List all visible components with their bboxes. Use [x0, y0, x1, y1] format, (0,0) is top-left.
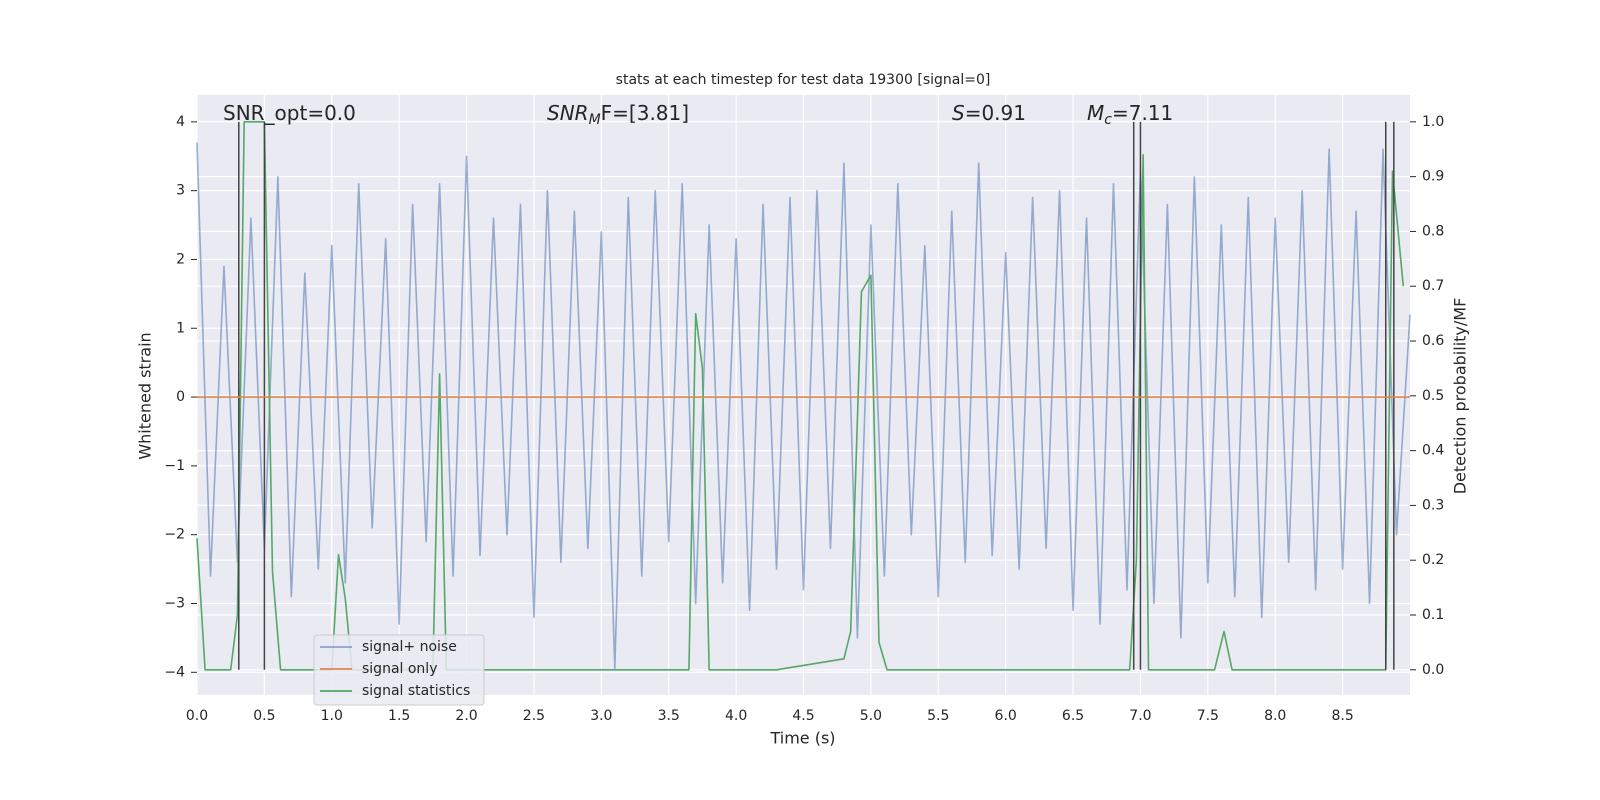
annotation-part: =7.11 [1112, 101, 1173, 125]
annotation-part: F=[3.81] [601, 101, 689, 125]
y-tick-label: −4 [164, 664, 185, 680]
annotation-part: =0.91 [965, 101, 1026, 125]
annotation: SNR_opt=0.0 [223, 101, 356, 125]
x-tick-label: 3.0 [590, 708, 612, 724]
y2-tick-label: 0.5 [1422, 388, 1444, 404]
x-axis-label: Time (s) [769, 729, 835, 748]
y2-tick-label: 0.8 [1422, 223, 1444, 239]
x-tick-label: 7.0 [1129, 708, 1151, 724]
x-tick-label: 1.5 [388, 708, 410, 724]
x-tick-label: 2.5 [523, 708, 545, 724]
y-tick-label: 2 [176, 251, 185, 267]
y2-tick-label: 0.2 [1422, 552, 1444, 568]
y2-tick-label: 0.1 [1422, 607, 1444, 623]
legend-label: signal+ noise [362, 639, 457, 655]
y2-tick-label: 0.0 [1422, 662, 1444, 678]
y-tick-label: 1 [176, 320, 185, 336]
data [196, 121, 1411, 671]
annotation-part: SNR [547, 101, 589, 125]
annotation: SNRMF=[3.81] [547, 101, 689, 129]
annotation-part: M [1087, 101, 1104, 125]
x-tick-label: 6.0 [995, 708, 1017, 724]
legend-label: signal statistics [362, 683, 470, 699]
x-tick-label: 0.0 [186, 708, 208, 724]
x-tick-label: 4.0 [725, 708, 747, 724]
y2-tick-label: 0.9 [1422, 169, 1444, 185]
series-line [196, 142, 1411, 670]
y-tick-label: −1 [164, 458, 185, 474]
x-tick-label: 5.5 [927, 708, 949, 724]
x-tick-label: 1.0 [321, 708, 343, 724]
x-tick-label: 3.5 [658, 708, 680, 724]
annotation: Mc=7.11 [1087, 101, 1173, 129]
series-line [196, 121, 1405, 671]
x-tick-label: 7.5 [1197, 708, 1219, 724]
x-tick-label: 2.0 [455, 708, 477, 724]
y-tick-label: −3 [164, 595, 185, 611]
legend-box [313, 634, 485, 706]
y-tick-label: 0 [176, 389, 185, 405]
y2-tick-label: 0.3 [1422, 497, 1444, 513]
annotation: S=0.91 [952, 101, 1026, 125]
y-tick-label: −2 [164, 527, 185, 543]
x-tick-label: 4.5 [792, 708, 814, 724]
y-tick-label: 3 [176, 183, 185, 199]
chart-title: stats at each timestep for test data 193… [616, 72, 991, 88]
x-tick-label: 5.0 [860, 708, 882, 724]
y2-tick-label: 0.7 [1422, 278, 1444, 294]
x-tick-label: 8.0 [1264, 708, 1286, 724]
x-tick-label: 6.5 [1062, 708, 1084, 724]
annotation-part: SNR_opt=0.0 [223, 101, 356, 125]
annotation-part: S [952, 101, 965, 125]
y2-tick-label: 1.0 [1422, 114, 1444, 130]
y2-axis-label: Detection probability/MF [1451, 298, 1470, 495]
annotation-part: c [1104, 112, 1112, 128]
x-tick-label: 0.5 [253, 708, 275, 724]
y-tick-label: 4 [176, 114, 185, 130]
grid [196, 95, 1410, 695]
x-tick-label: 8.5 [1331, 708, 1353, 724]
legend-label: signal only [362, 661, 437, 677]
y2-tick-label: 0.6 [1422, 333, 1444, 349]
y-axis-label: Whitened strain [136, 332, 155, 459]
annotation-part: M [589, 112, 601, 128]
y2-tick-label: 0.4 [1422, 443, 1444, 459]
